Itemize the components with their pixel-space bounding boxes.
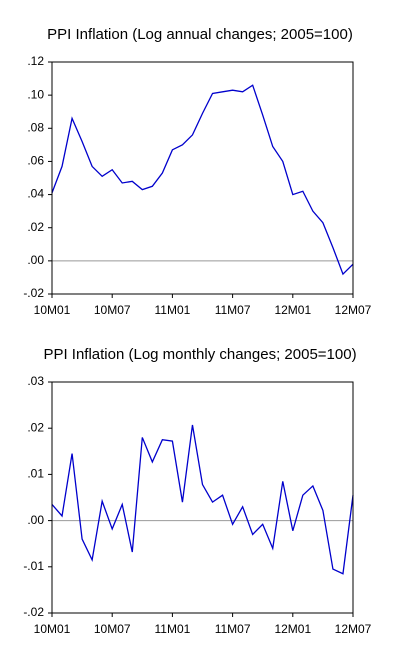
y-tick-label: .00 [27, 253, 44, 267]
y-tick-label: .06 [27, 154, 44, 168]
y-tick-label: .02 [27, 420, 44, 434]
y-tick-label: -.02 [23, 286, 44, 300]
x-tick-label: 10M07 [94, 303, 131, 317]
y-tick-label: .03 [27, 374, 44, 388]
x-tick-label: 12M07 [335, 622, 372, 636]
y-tick-label: .12 [27, 54, 44, 68]
plot-frame [51, 61, 354, 295]
chart-title: PPI Inflation (Log annual changes; 2005=… [47, 26, 353, 43]
x-tick-label: 12M01 [274, 622, 311, 636]
chart-title: PPI Inflation (Log monthly changes; 2005… [43, 346, 356, 363]
x-tick-label: 10M01 [34, 622, 71, 636]
y-tick-label: .10 [27, 87, 44, 101]
x-tick-label: 10M07 [94, 622, 131, 636]
x-tick-label: 10M01 [34, 303, 71, 317]
series-line [51, 84, 354, 276]
y-tick-label: .02 [27, 220, 44, 234]
series-line [51, 424, 354, 575]
plot-frame [51, 381, 354, 614]
y-tick-label: -.01 [23, 559, 44, 573]
y-tick-label: .00 [27, 513, 44, 527]
y-tick-label: -.02 [23, 605, 44, 619]
x-tick-label: 12M01 [274, 303, 311, 317]
x-tick-label: 11M01 [154, 303, 190, 317]
x-tick-label: 11M07 [215, 303, 251, 317]
x-tick-label: 12M07 [335, 303, 372, 317]
y-tick-label: .04 [27, 187, 44, 201]
x-tick-label: 11M07 [215, 622, 251, 636]
x-tick-label: 11M01 [154, 622, 190, 636]
y-tick-label: .08 [27, 120, 44, 134]
y-tick-label: .01 [27, 467, 44, 481]
